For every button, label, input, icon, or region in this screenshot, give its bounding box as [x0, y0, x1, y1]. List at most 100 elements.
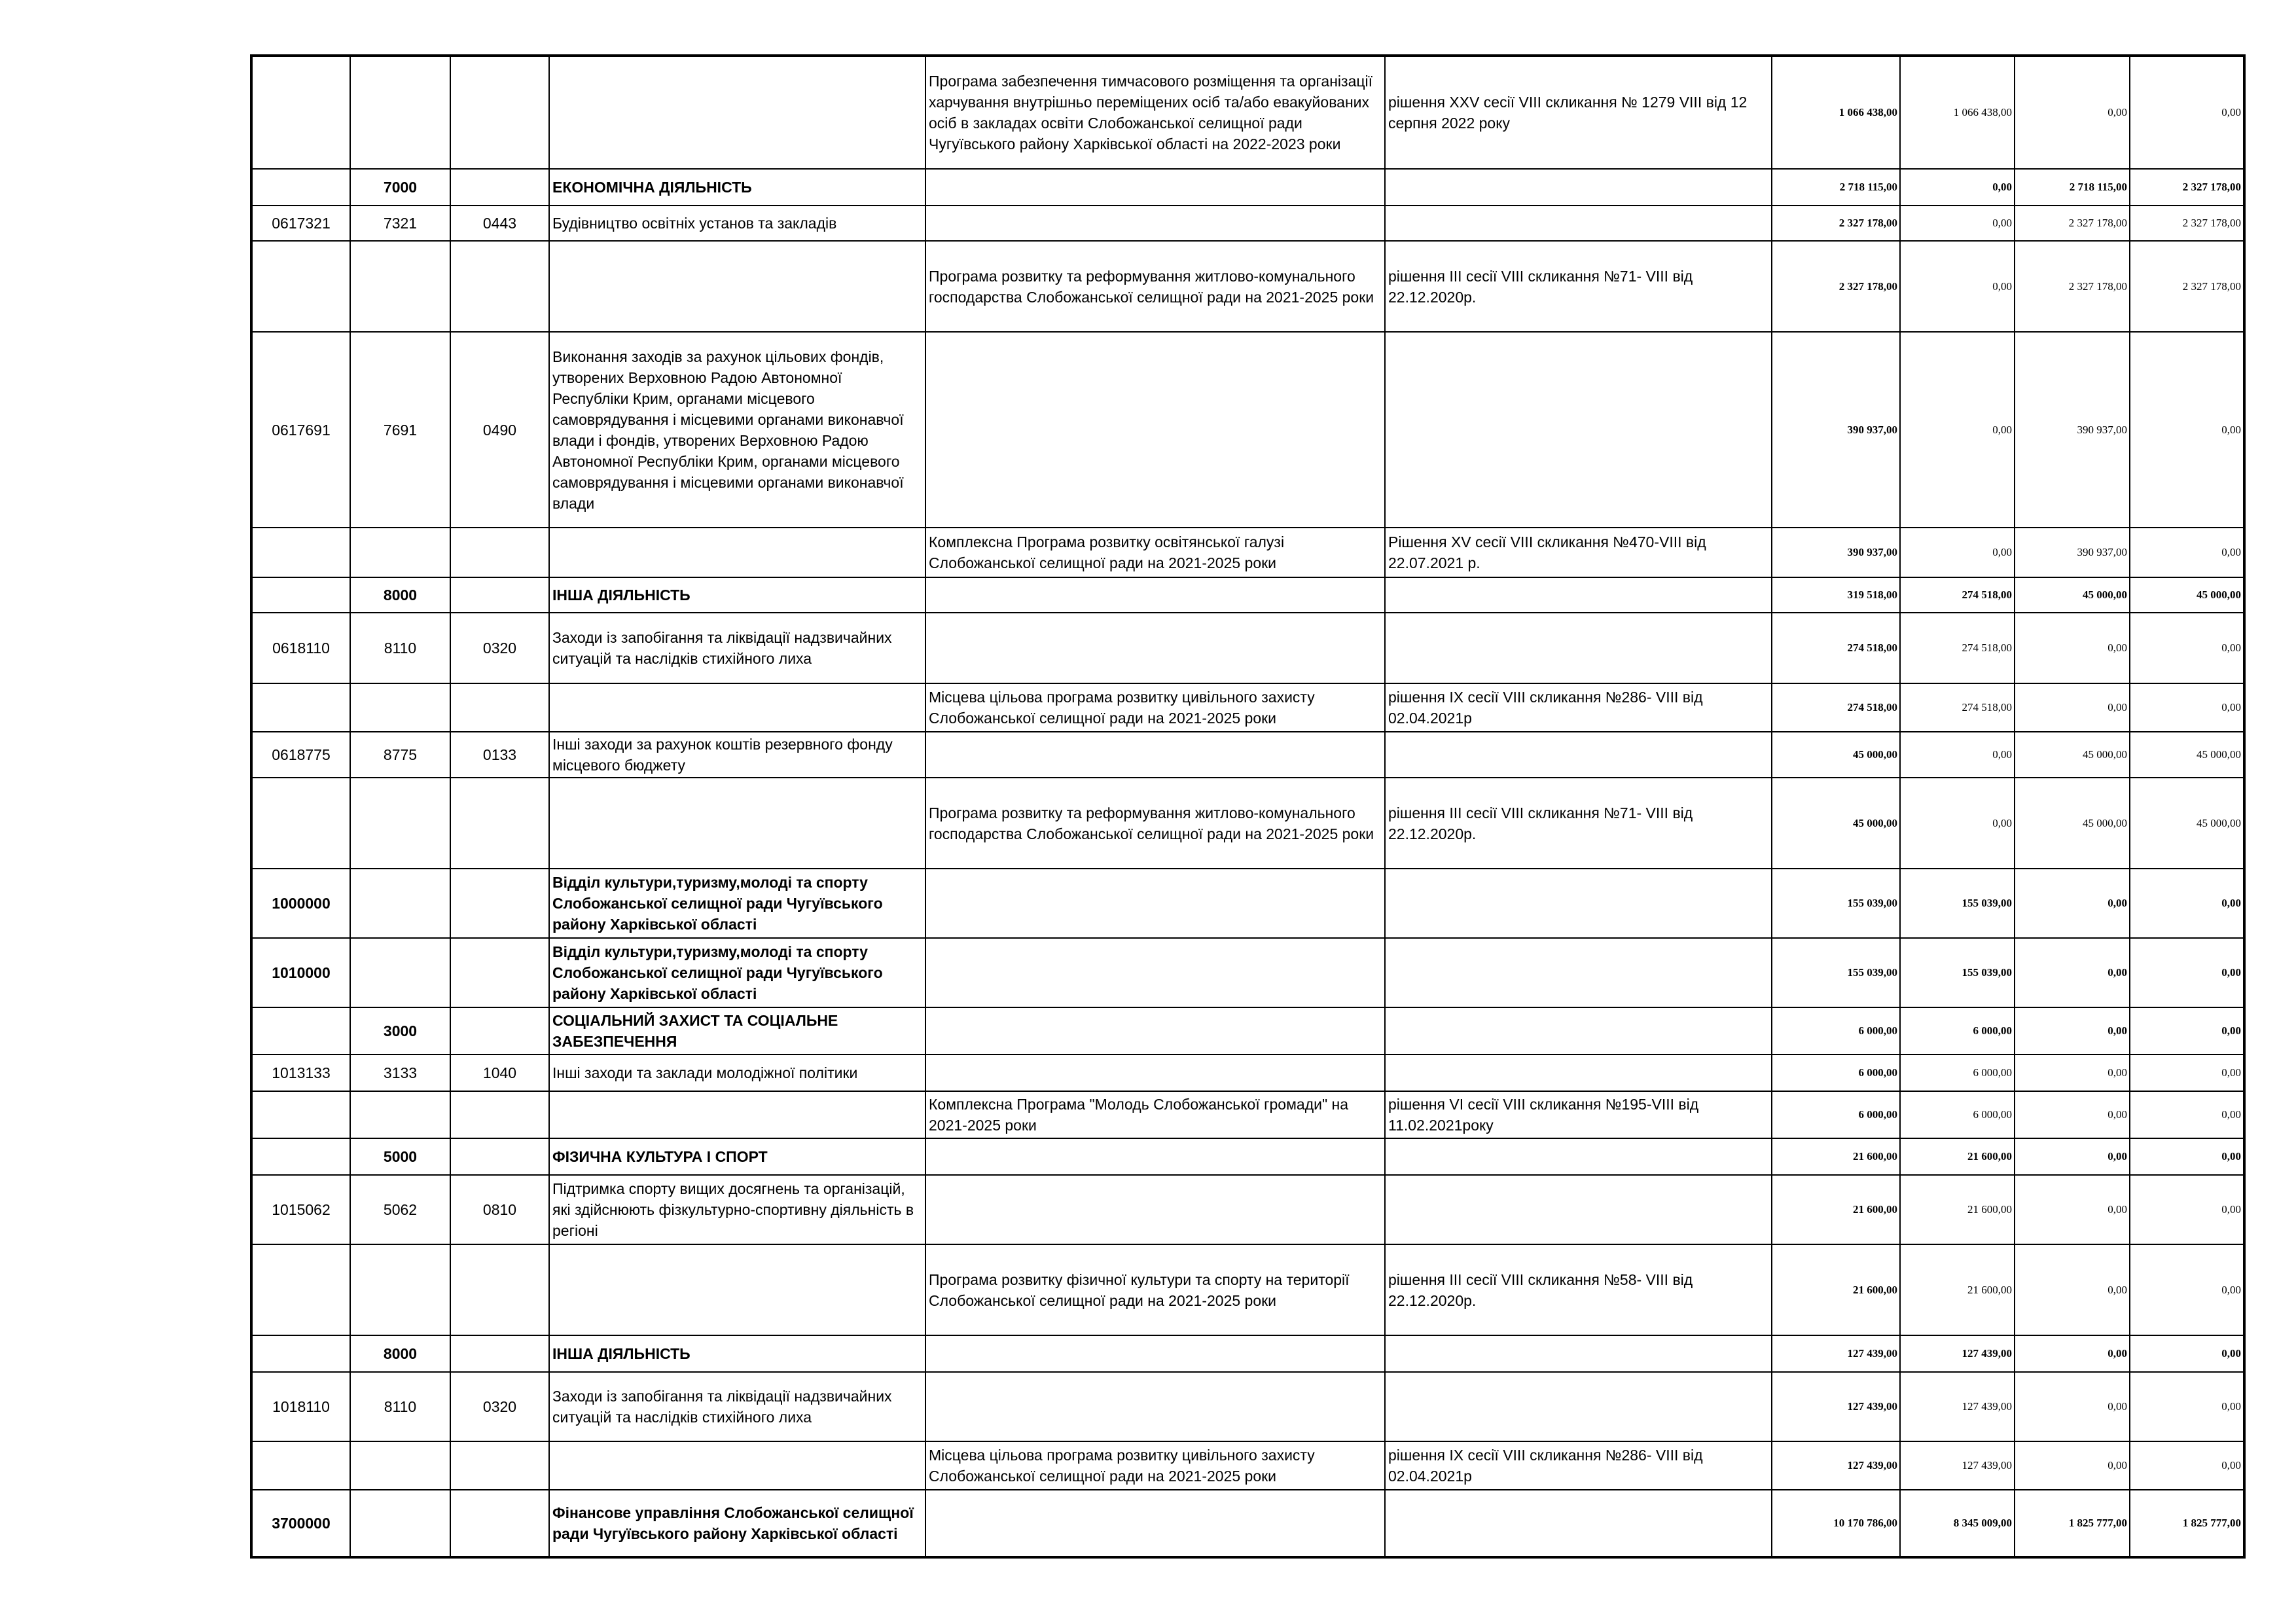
general-fund: 127 439,00 — [1899, 1441, 2015, 1490]
kfk-code — [450, 1335, 550, 1373]
total: 21 600,00 — [1771, 1174, 1901, 1245]
decision: рішення ІІІ сесії VIII скликання №71- VI… — [1384, 240, 1772, 333]
kpk-code — [251, 683, 351, 732]
general-fund: 1 066 438,00 — [1899, 55, 2015, 170]
decision — [1384, 612, 1772, 684]
name: СОЦІАЛЬНИЙ ЗАХИСТ ТА СОЦІАЛЬНЕ ЗАБЕЗПЕЧЕ… — [548, 1007, 926, 1055]
total: 10 170 786,00 — [1771, 1489, 1901, 1558]
development-budget: 0,00 — [2129, 1371, 2245, 1442]
decision: рішення VI сесії VIII скликання №195-VII… — [1384, 1091, 1772, 1139]
kfk-code — [450, 683, 550, 732]
general-fund: 6 000,00 — [1899, 1054, 2015, 1092]
general-fund: 0,00 — [1899, 731, 2015, 778]
table-body: Програма забезпечення тимчасового розміщ… — [251, 55, 2245, 1558]
development-budget: 0,00 — [2129, 612, 2245, 684]
development-budget: 45 000,00 — [2129, 577, 2245, 613]
decision: рішення ІІІ сесії VIII скликання №71- VI… — [1384, 777, 1772, 869]
name — [548, 527, 926, 578]
program — [925, 1054, 1386, 1092]
kpk-code: 1018110 — [251, 1371, 351, 1442]
development-budget: 45 000,00 — [2129, 731, 2245, 778]
development-budget: 0,00 — [2129, 55, 2245, 170]
table-row: 1015062 5062 0810 Підтримка спорту вищих до… — [251, 1174, 2245, 1245]
general-fund: 274 518,00 — [1899, 577, 2015, 613]
kpk-short — [350, 240, 451, 333]
kpk-short: 5062 — [350, 1174, 451, 1245]
general-fund: 155 039,00 — [1899, 868, 2015, 939]
development-budget: 0,00 — [2129, 1174, 2245, 1245]
name: Інші заходи та заклади молодіжної політи… — [548, 1054, 926, 1092]
general-fund: 8 345 009,00 — [1899, 1489, 2015, 1558]
program — [925, 731, 1386, 778]
kpk-code — [251, 527, 351, 578]
table-row: 3000 СОЦІАЛЬНИЙ ЗАХИСТ ТА СОЦІАЛЬНЕ ЗАБЕЗ… — [251, 1007, 2245, 1055]
name: Виконання заходів за рахунок цільових фо… — [548, 331, 926, 528]
kpk-code — [251, 1007, 351, 1055]
program — [925, 331, 1386, 528]
table-row: 1013133 3133 1040 Інші заходи та заклади мо… — [251, 1054, 2245, 1092]
program — [925, 1489, 1386, 1558]
program: Програма забезпечення тимчасового розміщ… — [925, 55, 1386, 170]
table-row: 5000 ФІЗИЧНА КУЛЬТУРА І СПОРТ 21 600,00 21 … — [251, 1138, 2245, 1176]
kpk-code — [251, 1441, 351, 1490]
kpk-short — [350, 55, 451, 170]
kfk-code: 0490 — [450, 331, 550, 528]
kpk-short — [350, 937, 451, 1008]
general-fund: 21 600,00 — [1899, 1244, 2015, 1336]
program — [925, 577, 1386, 613]
kfk-code — [450, 777, 550, 869]
kpk-code: 1010000 — [251, 937, 351, 1008]
decision — [1384, 1371, 1772, 1442]
total: 6 000,00 — [1771, 1091, 1901, 1139]
kfk-code — [450, 577, 550, 613]
special-fund: 0,00 — [2014, 868, 2130, 939]
program: Комплексна Програма "Молодь Слобожансько… — [925, 1091, 1386, 1139]
table-row: 0617691 7691 0490 Виконання заходів за раху… — [251, 331, 2245, 528]
special-fund: 45 000,00 — [2014, 731, 2130, 778]
program — [925, 612, 1386, 684]
special-fund: 0,00 — [2014, 937, 2130, 1008]
name: ЕКОНОМІЧНА ДІЯЛЬНІСТЬ — [548, 168, 926, 206]
kpk-code: 0617321 — [251, 205, 351, 242]
program: Місцева цільова програма розвитку цивіль… — [925, 1441, 1386, 1490]
table-row: 1018110 8110 0320 Заходи із запобігання та … — [251, 1371, 2245, 1442]
development-budget: 0,00 — [2129, 1091, 2245, 1139]
table-row: Місцева цільова програма розвитку цивіль… — [251, 1441, 2245, 1490]
development-budget: 0,00 — [2129, 1441, 2245, 1490]
decision — [1384, 577, 1772, 613]
kpk-short: 7691 — [350, 331, 451, 528]
kpk-code — [251, 240, 351, 333]
total: 319 518,00 — [1771, 577, 1901, 613]
development-budget: 0,00 — [2129, 937, 2245, 1008]
name: ІНША ДІЯЛЬНІСТЬ — [548, 577, 926, 613]
special-fund: 0,00 — [2014, 1174, 2130, 1245]
program: Програма розвитку та реформування житлов… — [925, 777, 1386, 869]
name: Заходи із запобігання та ліквідації надз… — [548, 612, 926, 684]
kpk-code: 0617691 — [251, 331, 351, 528]
kfk-code: 0320 — [450, 612, 550, 684]
special-fund: 45 000,00 — [2014, 777, 2130, 869]
development-budget: 1 825 777,00 — [2129, 1489, 2245, 1558]
kfk-code — [450, 1007, 550, 1055]
general-fund: 274 518,00 — [1899, 683, 2015, 732]
total: 274 518,00 — [1771, 612, 1901, 684]
special-fund: 1 825 777,00 — [2014, 1489, 2130, 1558]
decision — [1384, 731, 1772, 778]
table-row: Комплексна Програма розвитку освітянсько… — [251, 527, 2245, 578]
total: 21 600,00 — [1771, 1138, 1901, 1176]
table-row: Комплексна Програма "Молодь Слобожансько… — [251, 1091, 2245, 1139]
development-budget: 0,00 — [2129, 683, 2245, 732]
program: Місцева цільова програма розвитку цивіль… — [925, 683, 1386, 732]
total: 2 718 115,00 — [1771, 168, 1901, 206]
table-row: Програма розвитку фізичної культури та с… — [251, 1244, 2245, 1336]
name — [548, 55, 926, 170]
table-row: 0617321 7321 0443 Будівництво освітніх уста… — [251, 205, 2245, 242]
table-row: Місцева цільова програма розвитку цивіль… — [251, 683, 2245, 732]
kpk-code: 0618775 — [251, 731, 351, 778]
development-budget: 0,00 — [2129, 1138, 2245, 1176]
kpk-short: 3000 — [350, 1007, 451, 1055]
special-fund: 2 718 115,00 — [2014, 168, 2130, 206]
decision — [1384, 1138, 1772, 1176]
kfk-code: 0810 — [450, 1174, 550, 1245]
kpk-code: 3700000 — [251, 1489, 351, 1558]
